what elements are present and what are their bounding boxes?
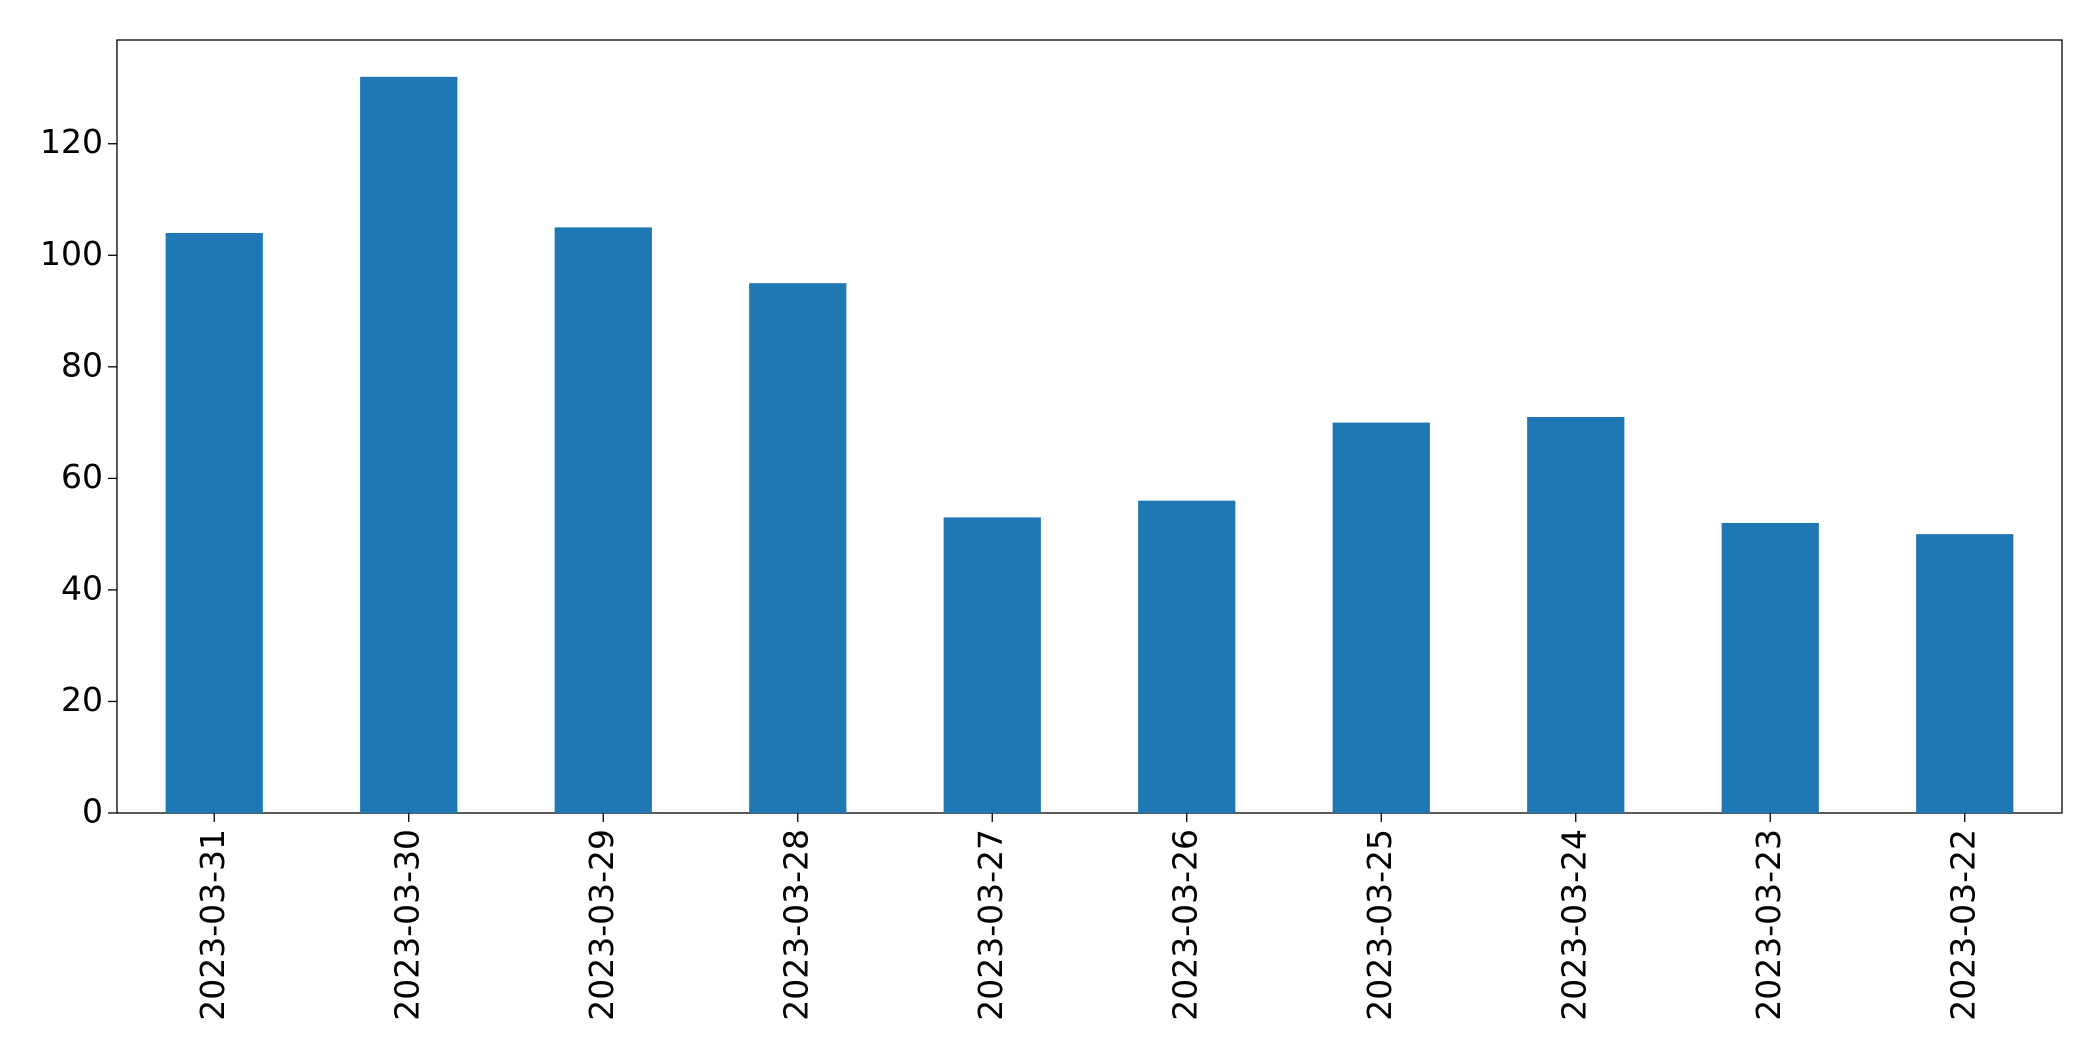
x-tick-label: 2023-03-23	[1749, 829, 1788, 1021]
bar	[554, 227, 652, 814]
y-tick-label: 20	[61, 680, 103, 719]
x-tick-label: 2023-03-24	[1554, 829, 1593, 1021]
y-tick-label: 80	[61, 345, 103, 384]
y-tick-label: 120	[40, 122, 103, 161]
y-tick-label: 100	[40, 234, 103, 273]
x-tick-label: 2023-03-30	[387, 829, 426, 1021]
x-tick-label: 2023-03-31	[193, 829, 232, 1021]
x-tick-label: 2023-03-26	[1165, 829, 1204, 1021]
y-tick-label: 60	[61, 457, 103, 496]
x-tick-label: 2023-03-27	[971, 829, 1010, 1021]
bar	[360, 76, 458, 814]
bar	[1916, 534, 2014, 813]
x-tick-label: 2023-03-25	[1360, 829, 1399, 1021]
bar	[943, 517, 1041, 813]
x-tick-label: 2023-03-22	[1943, 829, 1982, 1021]
x-tick-label: 2023-03-29	[582, 829, 621, 1021]
x-tick-label: 2023-03-28	[776, 829, 815, 1021]
plot-frame	[116, 39, 2063, 814]
y-tick-label: 0	[82, 792, 103, 831]
bar	[1721, 522, 1819, 813]
y-tick-label: 40	[61, 568, 103, 607]
bar	[165, 232, 263, 814]
bar	[749, 283, 847, 813]
bar	[1332, 422, 1430, 813]
bar	[1138, 500, 1236, 813]
bar	[1527, 417, 1625, 813]
